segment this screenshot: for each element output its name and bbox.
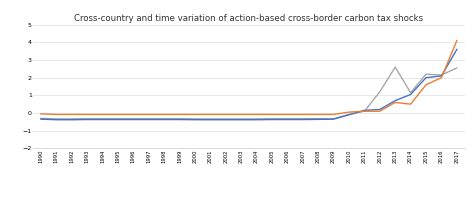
average — [223, 118, 228, 121]
max — [331, 113, 337, 116]
max — [115, 113, 121, 116]
max — [362, 110, 367, 112]
average — [208, 118, 213, 121]
min — [84, 117, 90, 120]
max — [346, 111, 352, 113]
max — [208, 113, 213, 116]
min — [269, 117, 275, 120]
min — [392, 66, 398, 68]
average — [454, 48, 460, 51]
max — [223, 113, 228, 116]
min — [54, 118, 59, 120]
min — [208, 118, 213, 120]
max — [300, 113, 306, 116]
min — [115, 117, 121, 120]
max — [254, 113, 259, 116]
min — [454, 67, 460, 69]
average — [38, 118, 44, 121]
average — [115, 118, 121, 121]
average — [146, 118, 152, 121]
max — [454, 39, 460, 42]
max — [238, 113, 244, 116]
average — [177, 118, 182, 121]
average — [300, 118, 306, 121]
min — [315, 117, 321, 120]
min — [177, 117, 182, 120]
min — [146, 117, 152, 120]
min — [362, 110, 367, 112]
average — [346, 114, 352, 116]
max — [100, 113, 105, 116]
min — [377, 91, 383, 93]
average — [84, 118, 90, 121]
min — [130, 117, 136, 120]
max — [269, 113, 275, 116]
max — [69, 113, 74, 116]
max — [146, 113, 152, 116]
min — [161, 117, 167, 120]
average — [54, 118, 59, 121]
max — [130, 113, 136, 116]
average — [69, 118, 74, 121]
max — [177, 113, 182, 116]
min — [331, 117, 337, 120]
max — [408, 103, 413, 105]
min — [300, 117, 306, 120]
average — [438, 75, 444, 77]
min — [69, 118, 74, 120]
max — [392, 101, 398, 104]
max — [54, 113, 59, 116]
max — [161, 113, 167, 116]
max — [315, 113, 321, 116]
min — [254, 118, 259, 120]
Line: average: average — [41, 49, 457, 120]
min — [192, 118, 198, 120]
max — [84, 113, 90, 116]
max — [423, 83, 429, 86]
Line: min: min — [41, 67, 457, 119]
average — [392, 99, 398, 102]
max — [38, 113, 44, 115]
min — [100, 117, 105, 120]
average — [254, 118, 259, 121]
average — [100, 118, 105, 121]
average — [130, 118, 136, 121]
Line: max: max — [41, 41, 457, 114]
min — [408, 91, 413, 94]
average — [161, 118, 167, 121]
average — [269, 118, 275, 121]
average — [362, 109, 367, 112]
average — [377, 108, 383, 111]
min — [238, 118, 244, 120]
max — [284, 113, 290, 116]
average — [331, 118, 337, 121]
Title: Cross-country and time variation of action-based cross-border carbon tax shocks: Cross-country and time variation of acti… — [74, 14, 423, 22]
min — [423, 73, 429, 75]
min — [346, 113, 352, 116]
average — [315, 118, 321, 121]
average — [284, 118, 290, 121]
min — [223, 118, 228, 120]
average — [408, 93, 413, 96]
max — [192, 113, 198, 116]
average — [192, 118, 198, 121]
min — [38, 117, 44, 119]
average — [423, 76, 429, 79]
max — [438, 76, 444, 79]
average — [238, 118, 244, 121]
min — [438, 74, 444, 76]
min — [284, 117, 290, 120]
max — [377, 110, 383, 112]
